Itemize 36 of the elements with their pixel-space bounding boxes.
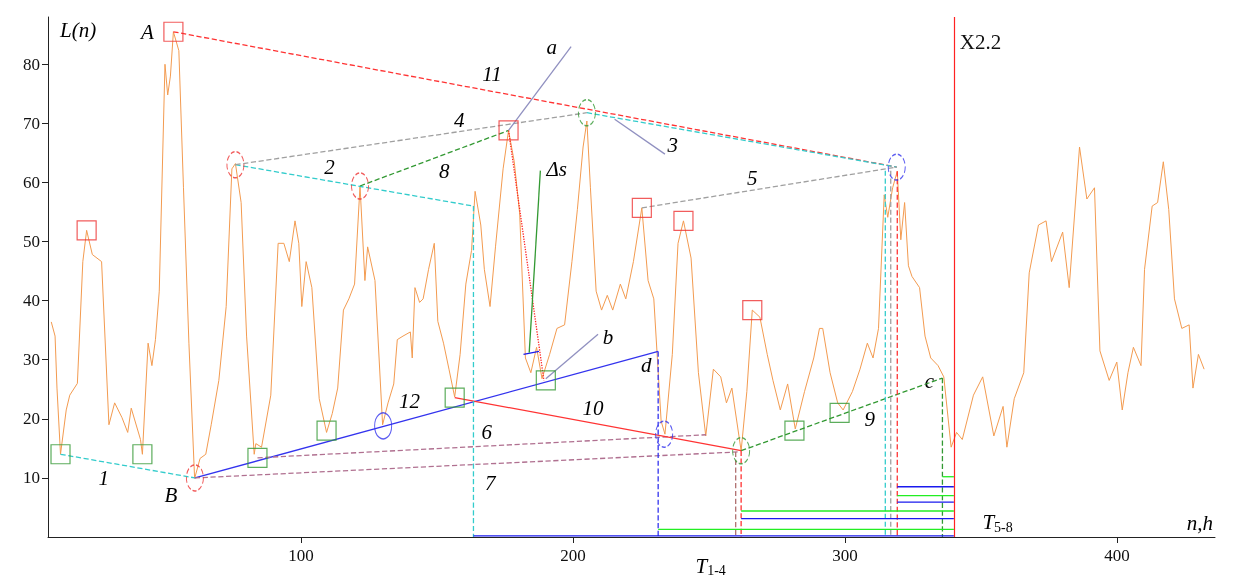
x-tick-label: 300 [832,546,858,565]
y-tick-label: 10 [23,468,40,488]
series-label: c [924,368,935,393]
series-label: 2 [324,155,336,180]
x-tick-label: 400 [1104,546,1130,565]
x-tick-label: 200 [560,546,586,565]
y-tick-label: 70 [23,113,40,133]
series-label: d [640,353,652,378]
series-label: A [138,19,154,44]
series-label: b [602,325,614,350]
series-label: 12 [399,388,421,413]
series-label: B [164,482,178,507]
y-tick-label: 60 [23,172,40,192]
series-label: a [546,34,558,59]
series-label: 7 [484,470,497,495]
ref-line-label: X2.2 [959,29,1002,54]
series-label: 4 [453,107,465,132]
series-label: 6 [481,420,493,445]
series-label: 10 [582,396,604,421]
x-axis-title: n,h [1186,510,1213,535]
series-label: Δs [545,156,568,181]
y-axis-title: L(n) [59,17,97,42]
series-label: 9 [864,407,876,432]
series-label: 5 [747,166,758,191]
series-label: 3 [666,132,679,157]
y-tick-label: 40 [23,291,40,311]
y-tick-label: 20 [23,409,40,429]
series-label: 8 [439,159,451,184]
y-tick-label: 30 [23,350,40,370]
series-label: T1-4 [695,553,726,579]
series-label: 1 [98,466,109,491]
series-label: 11 [482,62,502,87]
y-tick-label: 50 [23,232,40,252]
y-tick-label: 80 [23,54,40,74]
series-label: T5-8 [982,510,1013,535]
x-tick-label: 100 [288,546,314,565]
